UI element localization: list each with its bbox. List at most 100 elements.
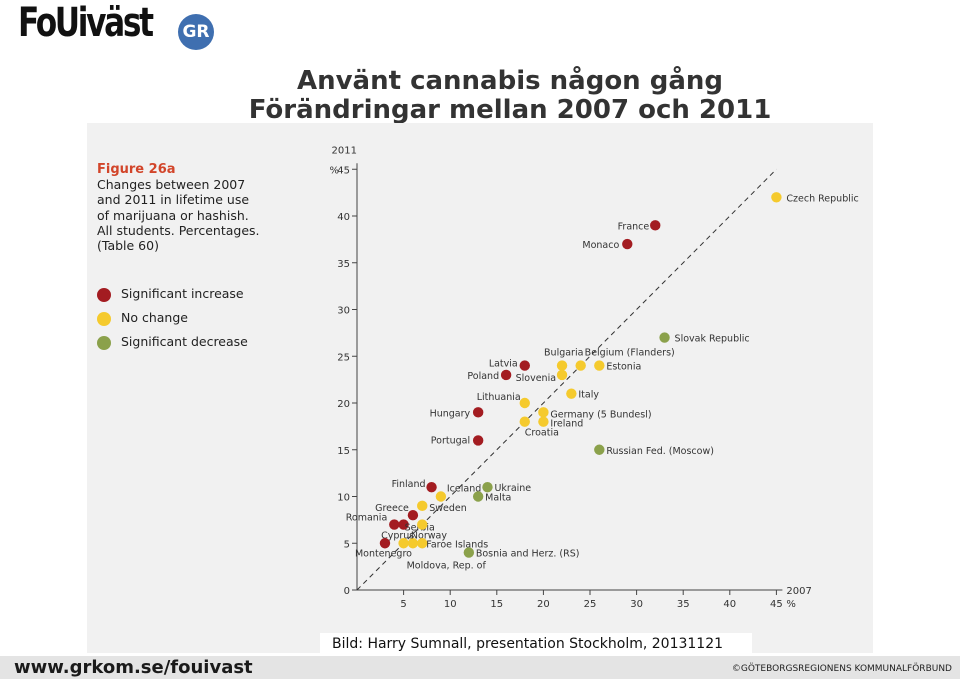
point-russian-fed-moscow (594, 444, 605, 455)
point-label-poland: Poland (467, 371, 499, 382)
point-label-croatia: Croatia (525, 428, 559, 439)
footer-organisation: ©GÖTEBORGSREGIONENS KOMMUNALFÖRBUND (731, 664, 952, 674)
point-label-slovenia: Slovenia (516, 373, 556, 384)
y-tick-label: 25 (337, 352, 350, 363)
y-tick-label: 10 (337, 493, 350, 504)
caption-text: Bild: Harry Sumnall, presentation Stockh… (332, 636, 724, 652)
x-tick-label: 35 (677, 599, 690, 610)
y-tick-label: 30 (337, 306, 350, 317)
point-italy (566, 388, 577, 399)
point-czech-republic (771, 192, 782, 203)
figure-panel (87, 123, 873, 653)
image-credit-caption: Bild: Harry Sumnall, presentation Stockh… (320, 633, 752, 655)
point-croatia (519, 416, 530, 427)
point-label-moldova-rep-of: Moldova, Rep. of (407, 560, 487, 571)
figure-description: Changes between 2007 and 2011 in lifetim… (97, 177, 287, 253)
legend-item-decrease: Significant decrease (97, 334, 287, 352)
point-label-bulgaria: Bulgaria (544, 348, 583, 359)
point-serbia (398, 519, 409, 530)
point-germany-5-bundesl (538, 407, 549, 418)
point-label-romania: Romania (346, 513, 388, 524)
point-label-cyprus: Cyprus (381, 531, 414, 542)
gr-logo-badge: GR (178, 14, 214, 50)
point-label-ukraine: Ukraine (494, 483, 531, 494)
point-label-norway: Norway (411, 530, 447, 541)
x-tick-label: 40 (723, 599, 736, 610)
legend-item-increase: Significant increase (97, 286, 287, 304)
point-latvia (519, 360, 530, 371)
x-tick-label: 15 (490, 599, 503, 610)
y-tick-label: 35 (337, 259, 350, 270)
point-bosnia-and-herz-rs (463, 547, 475, 558)
point-label-czech-republic: Czech Republic (786, 193, 858, 204)
x-tick-label: 25 (584, 599, 597, 610)
y-tick-label: 45 (337, 165, 350, 176)
point-greece (407, 510, 419, 521)
legend-dot-increase (97, 288, 111, 302)
point-label-montenegro: Montenegro (355, 548, 412, 559)
logo-text: FoUiväst (18, 0, 154, 46)
point-label-iceland: Iceland (447, 484, 481, 495)
point-label-finland: Finland (392, 479, 426, 490)
y-tick-label: 0 (344, 586, 350, 597)
point-label-estonia: Estonia (606, 362, 641, 373)
page-title-line1: Använt cannabis någon gång (296, 66, 724, 96)
point-finland (426, 481, 437, 493)
legend-label: Significant decrease (121, 334, 248, 349)
x-axis-year-label: 2007 (786, 586, 811, 597)
point-romania (389, 519, 400, 530)
figure-desc-line: All students. Percentages. (97, 222, 260, 238)
x-tick-label: 45 (770, 599, 783, 610)
x-tick-label: 10 (444, 599, 457, 610)
y-axis-year-label: 2011 (332, 145, 357, 156)
y-tick-label: 5 (344, 539, 350, 550)
y-axis-unit-label: % (329, 165, 339, 176)
point-ukraine (482, 481, 493, 493)
y-tick-label: 20 (337, 399, 350, 410)
point-faroe-islands (417, 538, 428, 549)
legend-label: Significant increase (121, 286, 244, 301)
point-label-belgium-flanders: Belgium (Flanders) (585, 348, 675, 359)
figure-label: Figure 26a (97, 162, 176, 177)
point-label-latvia: Latvia (489, 359, 518, 370)
x-tick-label: 20 (537, 599, 550, 610)
point-ireland (538, 416, 549, 427)
figure-desc-line: (Table 60) (97, 238, 159, 254)
point-label-slovak-republic: Slovak Republic (675, 334, 750, 345)
x-tick-label: 30 (630, 599, 643, 610)
point-label-hungary: Hungary (430, 408, 471, 419)
point-moldova-rep-of (398, 538, 409, 549)
figure-desc-line: Changes between 2007 (97, 177, 246, 192)
point-monaco (622, 238, 633, 250)
point-slovenia (556, 369, 568, 381)
point-norway (407, 538, 419, 549)
point-lithuania (519, 397, 530, 409)
point-portugal (472, 435, 484, 446)
figure-desc-line: of marijuana or hashish. (97, 207, 249, 223)
point-label-malta: Malta (485, 493, 511, 504)
footer-bar (0, 656, 960, 679)
point-label-bosnia-and-herz-rs: Bosnia and Herz. (RS) (476, 549, 580, 560)
point-label-italy: Italy (578, 390, 599, 401)
point-hungary (472, 407, 484, 418)
point-label-greece: Greece (375, 503, 409, 514)
y-tick-label: 15 (337, 446, 350, 457)
footer-url-link[interactable]: www.grkom.se/fouivast (14, 657, 253, 678)
point-slovak-republic (659, 332, 670, 343)
point-cyprus (417, 519, 428, 530)
point-label-portugal: Portugal (431, 435, 470, 446)
point-montenegro (379, 538, 391, 549)
x-axis-unit-label: % (786, 599, 796, 610)
diagonal-reference-line (356, 168, 777, 591)
point-label-germany-5-bundesl: Germany (5 Bundesl) (550, 409, 651, 420)
x-tick-label: 5 (400, 599, 406, 610)
point-label-faroe-islands: Faroe Islands (426, 539, 488, 550)
point-label-ireland: Ireland (550, 419, 583, 430)
figure-desc-line: and 2011 in lifetime use (97, 192, 250, 208)
legend-dot-no-change (97, 312, 111, 326)
point-label-france: France (618, 221, 650, 232)
y-tick-label: 40 (337, 212, 350, 223)
point-poland (500, 369, 512, 381)
legend-label: No change (121, 310, 188, 325)
